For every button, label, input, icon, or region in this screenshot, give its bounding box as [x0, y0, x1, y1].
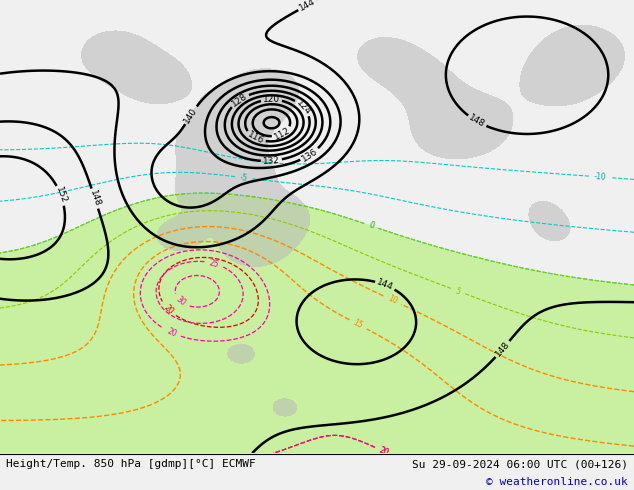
Text: -10: -10 [593, 172, 607, 182]
Text: -5: -5 [240, 173, 248, 183]
Text: 20: 20 [162, 303, 175, 316]
Text: 20: 20 [165, 327, 178, 339]
Text: 10: 10 [386, 294, 399, 306]
Text: 144: 144 [375, 278, 395, 293]
Text: 140: 140 [183, 105, 199, 125]
Text: 124: 124 [294, 98, 313, 117]
Text: 148: 148 [493, 340, 512, 359]
Text: 148: 148 [467, 113, 487, 129]
Text: 132: 132 [262, 156, 280, 166]
Text: 0: 0 [368, 221, 375, 231]
Text: 25: 25 [209, 258, 220, 269]
Text: 116: 116 [246, 130, 265, 146]
Text: 136: 136 [300, 146, 320, 163]
Text: Height/Temp. 850 hPa [gdmp][°C] ECMWF: Height/Temp. 850 hPa [gdmp][°C] ECMWF [6, 459, 256, 469]
Text: 128: 128 [230, 92, 249, 109]
Text: © weatheronline.co.uk: © weatheronline.co.uk [486, 477, 628, 487]
Text: 5: 5 [454, 286, 462, 296]
Text: 144: 144 [298, 0, 317, 13]
Text: 20: 20 [378, 445, 390, 457]
Text: 112: 112 [273, 125, 292, 142]
Text: 30: 30 [174, 295, 188, 308]
Text: 20: 20 [378, 445, 390, 457]
Text: 15: 15 [352, 318, 365, 331]
Text: Su 29-09-2024 06:00 UTC (00+126): Su 29-09-2024 06:00 UTC (00+126) [411, 459, 628, 469]
Text: 0: 0 [368, 221, 375, 231]
Text: 152: 152 [54, 186, 68, 205]
Text: 148: 148 [88, 189, 102, 208]
Text: 120: 120 [263, 95, 280, 104]
